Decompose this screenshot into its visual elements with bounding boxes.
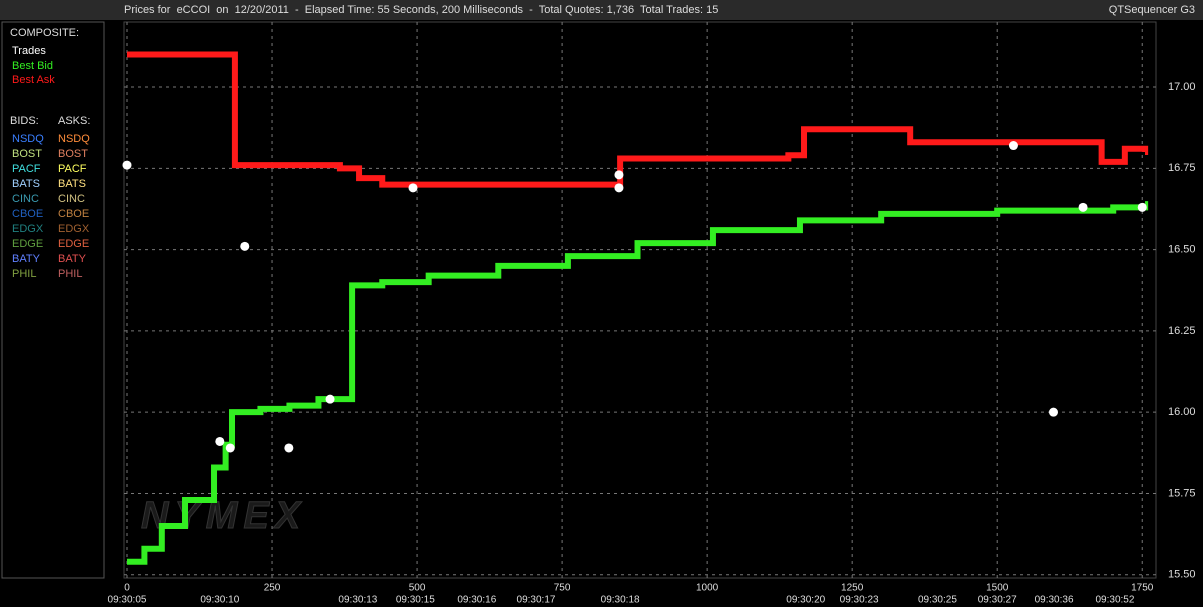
legend-panel [1, 21, 105, 579]
trade-dot [225, 443, 235, 453]
time-label: 09:30:15 [396, 595, 435, 606]
x-tick-label: 1000 [696, 583, 719, 594]
x-tick-label: 500 [409, 583, 426, 594]
legend-entry: BATY [12, 253, 41, 265]
legend-entry: BOST [58, 148, 88, 160]
legend-entry: CBOE [58, 208, 89, 220]
legend-entry: EDGE [58, 238, 89, 250]
y-tick-label: 15.75 [1168, 487, 1196, 499]
trade-dot [325, 394, 335, 404]
trade-dot [614, 170, 624, 180]
title-bar [0, 0, 1203, 20]
y-tick-label: 16.75 [1168, 162, 1196, 174]
legend-entry: EDGX [58, 223, 90, 235]
series-line [127, 201, 1149, 565]
x-tick-label: 750 [554, 583, 571, 594]
time-label: 09:30:52 [1096, 595, 1135, 606]
trade-dot [1137, 202, 1147, 212]
trade-dot [408, 183, 418, 193]
legend-heading: ASKS: [58, 115, 90, 127]
time-label: 09:30:05 [108, 595, 147, 606]
legend-heading: BIDS: [10, 115, 39, 127]
legend-entry: NSDQ [58, 133, 90, 145]
legend-heading: COMPOSITE: [10, 27, 79, 39]
x-tick-label: 0 [124, 583, 130, 594]
time-label: 09:30:13 [338, 595, 377, 606]
legend-entry: EDGE [12, 238, 43, 250]
legend-entry: Best Bid [12, 60, 53, 72]
series-line [127, 51, 1149, 188]
time-label: 09:30:18 [601, 595, 640, 606]
plot-area [123, 21, 1157, 579]
legend-entry: PACF [12, 163, 41, 175]
app-name: QTSequencer G3 [1109, 4, 1195, 16]
watermark: NYMEX [141, 495, 306, 537]
legend-entry: BOST [12, 148, 42, 160]
time-label: 09:30:27 [978, 595, 1017, 606]
legend-entry: Best Ask [12, 74, 55, 86]
time-label: 09:30:20 [786, 595, 825, 606]
y-tick-label: 16.25 [1168, 325, 1196, 337]
trade-dot [614, 183, 624, 193]
trade-dot [215, 436, 225, 446]
time-label: 09:30:16 [457, 595, 496, 606]
time-label: 09:30:25 [918, 595, 957, 606]
x-tick-label: 250 [264, 583, 281, 594]
trade-dot [1048, 407, 1058, 417]
y-tick-label: 16.00 [1168, 406, 1196, 418]
legend-entry: BATS [12, 178, 40, 190]
legend-entry: Trades [12, 45, 46, 57]
time-label: 09:30:36 [1035, 595, 1074, 606]
legend-entry: PACF [58, 163, 87, 175]
time-label: 09:30:10 [200, 595, 239, 606]
x-tick-label: 1250 [841, 583, 864, 594]
legend-entry: BATS [58, 178, 86, 190]
time-label: 09:30:23 [840, 595, 879, 606]
x-tick-label: 1500 [986, 583, 1009, 594]
legend-entry: CINC [12, 193, 39, 205]
x-tick-label: 1750 [1131, 583, 1154, 594]
y-tick-label: 17.00 [1168, 81, 1196, 93]
trade-dot [284, 443, 294, 453]
legend-entry: NSDQ [12, 133, 44, 145]
trade-dot [1008, 141, 1018, 151]
chart-title: Prices for eCCOI on 12/20/2011 - Elapsed… [124, 4, 718, 16]
trade-dot [240, 241, 250, 251]
legend-entry: EDGX [12, 223, 44, 235]
legend-entry: PHIL [12, 268, 36, 280]
trade-dot [122, 160, 132, 170]
trade-dot [1078, 202, 1088, 212]
legend-entry: BATY [58, 253, 87, 265]
legend-entry: CINC [58, 193, 85, 205]
y-tick-label: 16.50 [1168, 244, 1196, 256]
legend-entry: PHIL [58, 268, 82, 280]
legend-entry: CBOE [12, 208, 43, 220]
time-label: 09:30:17 [517, 595, 556, 606]
y-tick-label: 15.50 [1168, 569, 1196, 581]
